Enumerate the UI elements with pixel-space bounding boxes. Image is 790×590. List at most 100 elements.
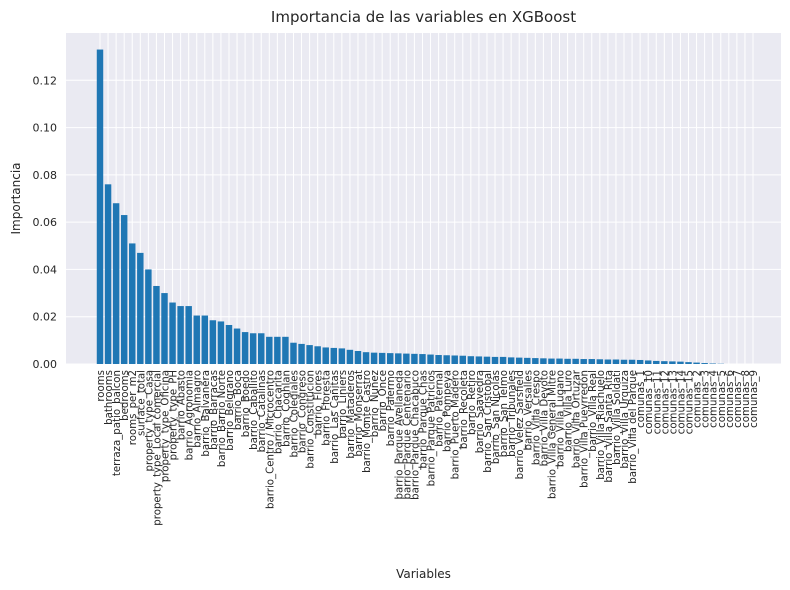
bar (636, 359, 644, 364)
bar (483, 356, 491, 364)
x-tick-label: comunas_9 (749, 370, 760, 428)
x-tick-label: comunas_1 (636, 370, 647, 428)
bar (644, 360, 652, 364)
bar (274, 336, 281, 364)
bar (169, 302, 176, 364)
bar (395, 353, 402, 364)
x-tick-label: barrio_Belgrano (225, 370, 236, 451)
x-tick-label: barrio_San Telmo (499, 370, 510, 457)
x-tick-label: comunas_15 (685, 370, 696, 434)
x-tick-label: barrio_Villa Urquiza (620, 370, 631, 469)
bar (104, 184, 112, 364)
x-tick-label: barrio_Abasto (177, 370, 188, 440)
x-tick-label: barrio_Retiro (467, 370, 478, 435)
bar (572, 358, 579, 364)
x-tick-label: barrio_Parque Chacabuco (410, 370, 421, 500)
x-tick-label: barrio_Flores (314, 370, 325, 436)
bar (282, 336, 289, 364)
bar (515, 357, 523, 364)
x-tick-label: comunas_6 (725, 370, 736, 428)
bar (677, 361, 684, 364)
bar (467, 356, 475, 364)
x-tick-label: barrio_Almagro (193, 370, 204, 448)
bar (693, 362, 700, 364)
bar (145, 269, 152, 364)
x-tick-label: barrio_Villa Crespo (531, 370, 542, 465)
x-tick-label: barrio_Recoleta (459, 370, 470, 449)
bar (701, 363, 708, 364)
bar (443, 355, 450, 364)
x-tick-label: rooms_per_m2 (128, 370, 139, 445)
x-axis-label: Variables (396, 567, 451, 581)
x-tick-label: barrio_Congreso (298, 370, 309, 453)
y-tick-label: 0.04 (33, 263, 58, 276)
x-tick-label: barrio_San Cristobal (483, 370, 494, 473)
x-tick-label: barrio_Parque Patricios (427, 370, 438, 486)
x-tick-label: comunas_10 (644, 370, 655, 434)
bar (201, 315, 209, 364)
x-tick-label: terraza_patio_balcon (112, 370, 123, 476)
x-tick-label: barrio_Once (378, 370, 389, 431)
bar (354, 350, 362, 364)
x-tick-label: property_type_Oficina (160, 370, 171, 482)
x-tick-label: property_type_Casa (144, 370, 155, 471)
x-tick-label: property_type_Local comercial (152, 370, 163, 526)
x-tick-label: rooms (96, 370, 107, 402)
x-tick-label: comunas_12 (660, 370, 671, 434)
bar (120, 215, 128, 364)
x-tick-label: barrio_Villa Devoto (539, 370, 550, 466)
bar (540, 358, 547, 364)
x-tick-label: barrio_Floresta (322, 370, 333, 446)
x-tick-label: comunas_14 (676, 370, 687, 434)
bar (661, 361, 668, 364)
x-tick-label: barrio_Villa Lugano (556, 370, 567, 467)
x-tick-label: barrio_Catalinas (257, 370, 268, 452)
x-tick-label: comunas_7 (733, 370, 744, 428)
bar (507, 357, 515, 364)
x-tick-label: barrio_Villa Riachuelo (596, 370, 607, 480)
x-tick-label: barrio_Constitucion (306, 370, 317, 469)
bar (225, 324, 233, 364)
bar (161, 293, 168, 364)
bar (403, 353, 410, 364)
bar (346, 349, 354, 364)
x-tick-label: barrio_Monserrat (354, 370, 365, 457)
x-tick-label: barrio_Villa Ortuzar (572, 369, 583, 468)
x-tick-label: comunas_4 (709, 370, 720, 428)
bar (241, 332, 249, 364)
bar (459, 355, 467, 364)
bar (266, 336, 273, 364)
x-tick-label: barrio_Barrio Norte (217, 370, 228, 467)
x-tick-label: barrio_Boedo (241, 370, 252, 437)
y-axis-label: Importancia (9, 162, 23, 234)
x-tick-label: comunas_11 (652, 370, 663, 434)
x-tick-label: comunas_2 (693, 370, 704, 428)
chart-title: Importancia de las variables en XGBoost (271, 8, 576, 26)
bar (322, 347, 329, 364)
x-tick-label: barrio_Barracas (209, 370, 220, 450)
x-tick-label: barrio_Mataderos (346, 370, 357, 459)
bar (129, 243, 136, 364)
x-tick-label: barrio_Pompeya (443, 370, 454, 452)
x-tick-label: barrio_Agronomia (185, 370, 196, 460)
bar (604, 359, 612, 364)
x-tick-label: barrio_Paternal (435, 370, 446, 447)
bar (499, 356, 507, 364)
y-tick-label: 0.08 (33, 169, 58, 182)
x-tick-label: barrio_Boca (233, 370, 244, 430)
x-tick-label: comunas_5 (717, 370, 728, 428)
bar (96, 49, 104, 365)
bar (217, 321, 225, 364)
x-tick-label: barrio_Velez Sarsfield (515, 370, 526, 479)
x-tick-label: barrio_Centro / Microcentro (265, 370, 276, 509)
x-tick-label: barrio_Villa Santa Rita (604, 370, 615, 483)
bar (548, 358, 555, 364)
bar (653, 360, 660, 364)
bar (177, 306, 184, 364)
x-tick-label: barrio_Parque Chas (418, 370, 429, 469)
y-tick-label: 0.10 (33, 122, 58, 135)
bar (338, 348, 346, 364)
x-tick-label: comunas_8 (741, 370, 752, 428)
x-tick-label: barrio_Tribunales (507, 370, 518, 457)
x-tick-label: barrio_Versalles (523, 370, 534, 450)
